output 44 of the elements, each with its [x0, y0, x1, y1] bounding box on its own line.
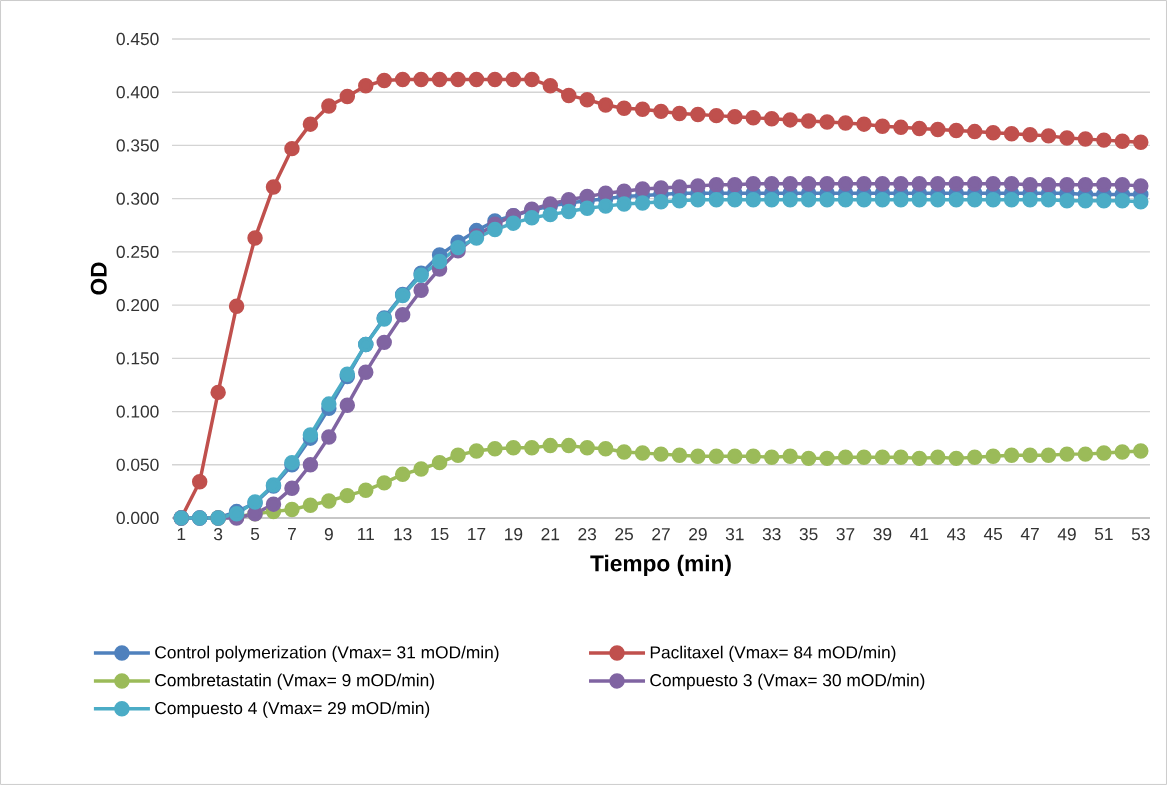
legend-label: Compuesto 4 (Vmax= 29 mOD/min)	[155, 701, 430, 718]
x-tick-label: 41	[910, 528, 929, 540]
x-tick-label: 49	[1057, 528, 1076, 541]
y-tick-label: 0.100	[116, 405, 159, 418]
x-tick-label: 3	[213, 528, 223, 541]
x-tick-label: 29	[689, 528, 707, 541]
y-tick-label: 0.050	[116, 458, 159, 471]
legend-label: Paclitaxel (Vmax= 84 mOD/min)	[650, 645, 896, 662]
x-tick-label: 45	[983, 528, 1003, 541]
legend-label: Compuesto 3 (Vmax= 30 mOD/min)	[650, 673, 925, 690]
y-tick-label: 0.350	[116, 139, 159, 152]
x-tick-label: 33	[762, 528, 781, 541]
legend-label: Combretastatin (Vmax= 9 mOD/min)	[155, 673, 434, 690]
y-tick-label: 0.250	[116, 245, 159, 259]
x-axis-title: Tiempo (min)	[590, 554, 731, 576]
x-tick-label: 17	[468, 528, 486, 540]
x-tick-label: 37	[836, 528, 855, 541]
x-tick-label: 53	[1131, 528, 1150, 541]
x-tick-label: 1	[177, 528, 186, 540]
x-tick-label: 9	[324, 528, 333, 541]
x-tick-label: 47	[1020, 528, 1039, 540]
x-tick-label: 13	[394, 528, 412, 541]
y-tick-label: 0.200	[116, 298, 159, 312]
legend-label: Control polymerization (Vmax= 31 mOD/min)	[155, 645, 499, 662]
x-tick-label: 25	[615, 528, 633, 541]
x-tick-label: 5	[250, 528, 260, 541]
x-tick-label: 19	[505, 528, 523, 541]
x-tick-label: 27	[652, 528, 670, 541]
y-axis-title: OD	[90, 262, 107, 295]
y-tick-label: 0.000	[116, 511, 159, 525]
x-tick-label: 31	[725, 528, 744, 541]
x-tick-label: 51	[1094, 528, 1113, 541]
x-tick-label: 11	[358, 528, 374, 540]
y-tick-label: 0.450	[116, 32, 159, 46]
y-tick-label: 0.300	[116, 192, 159, 205]
y-tick-label: 0.400	[116, 86, 159, 99]
y-tick-label: 0.150	[116, 352, 159, 365]
x-tick-label: 7	[288, 528, 296, 540]
x-tick-label: 15	[431, 528, 449, 541]
x-tick-label: 39	[873, 528, 892, 541]
x-tick-label: 23	[578, 528, 597, 541]
x-tick-label: 43	[947, 528, 966, 541]
x-tick-label: 35	[799, 528, 818, 541]
x-tick-label: 21	[541, 528, 560, 541]
